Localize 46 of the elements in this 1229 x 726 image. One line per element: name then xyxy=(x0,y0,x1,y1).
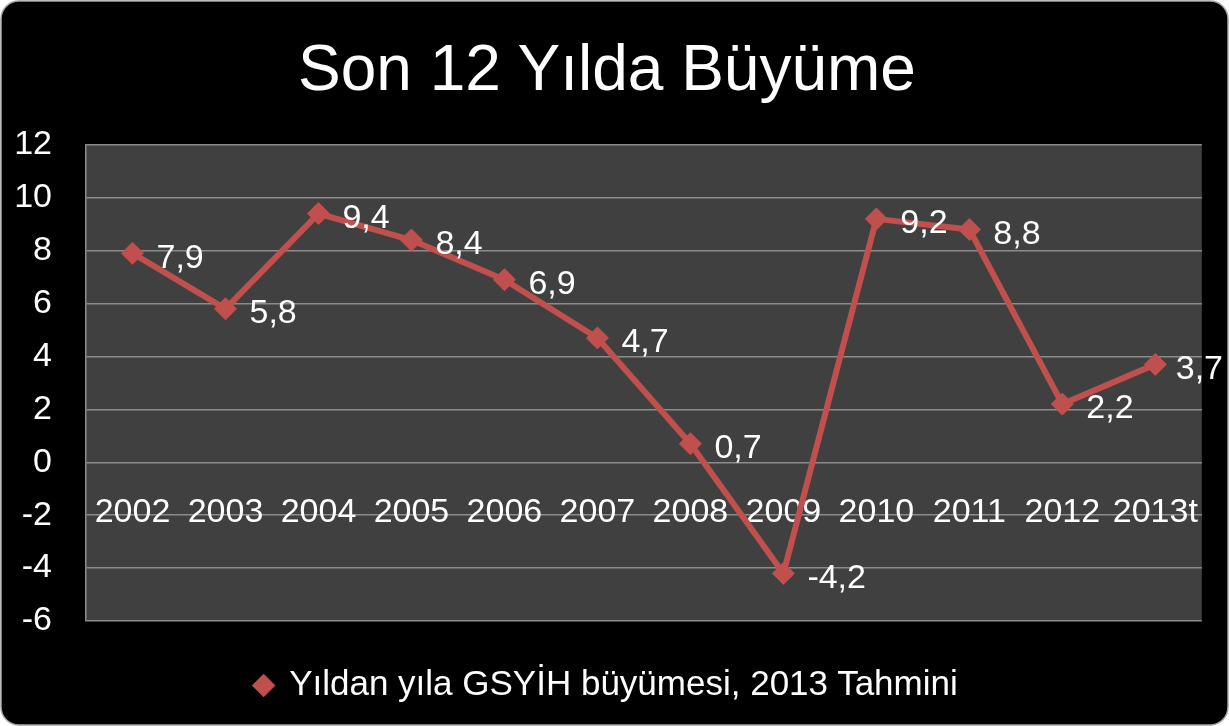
data-label: 9,4 xyxy=(342,196,390,235)
y-tick-label: 8 xyxy=(33,229,52,267)
data-label: 3,7 xyxy=(1175,347,1223,386)
legend-label: Yıldan yıla GSYİH büyümesi, 2013 Tahmini xyxy=(289,663,958,703)
x-tick-label: 2008 xyxy=(652,491,729,530)
x-tick-label: 2013t xyxy=(1112,491,1199,530)
y-tick-label: 6 xyxy=(33,281,52,320)
data-label: 8,8 xyxy=(993,212,1041,251)
y-tick-label: 2 xyxy=(33,387,52,426)
x-tick-label: 2012 xyxy=(1024,491,1101,530)
data-label: 7,9 xyxy=(156,236,204,275)
x-tick-label: 2006 xyxy=(466,491,543,530)
data-label: 8,4 xyxy=(435,223,483,262)
y-tick-label: 10 xyxy=(14,176,52,215)
y-tick-label: 4 xyxy=(33,334,52,373)
point xyxy=(678,432,702,456)
y-tick-label: 0 xyxy=(33,440,52,479)
x-tick-label: 2002 xyxy=(94,491,171,530)
point xyxy=(213,297,237,321)
y-tick-label: -2 xyxy=(21,493,52,532)
chart-title: Son 12 Yılda Büyüme xyxy=(298,32,916,105)
y-tick-label: 12 xyxy=(14,123,52,162)
point xyxy=(399,228,423,252)
point xyxy=(306,202,330,226)
point xyxy=(771,561,795,585)
x-tick-label: 2004 xyxy=(280,491,357,530)
data-label: 0,7 xyxy=(714,427,762,466)
data-label: 6,9 xyxy=(528,263,576,302)
x-tick-label: 2003 xyxy=(187,491,264,530)
x-tick-label: 2011 xyxy=(932,491,1006,530)
point xyxy=(1050,392,1074,416)
data-label: 4,7 xyxy=(621,321,669,360)
y-tick-label: -6 xyxy=(21,599,52,638)
point xyxy=(1143,352,1167,376)
x-tick-label: 2007 xyxy=(559,491,636,530)
point xyxy=(864,207,888,231)
point xyxy=(120,241,144,265)
y-tick-label: -4 xyxy=(21,546,52,585)
point xyxy=(585,326,609,350)
point xyxy=(957,217,981,241)
data-label: 2,2 xyxy=(1086,387,1134,426)
data-label: 5,8 xyxy=(249,292,297,331)
x-tick-label: 2005 xyxy=(373,491,450,530)
x-tick-label: 2010 xyxy=(838,491,915,530)
point xyxy=(492,268,516,292)
data-label: -4,2 xyxy=(807,556,866,595)
